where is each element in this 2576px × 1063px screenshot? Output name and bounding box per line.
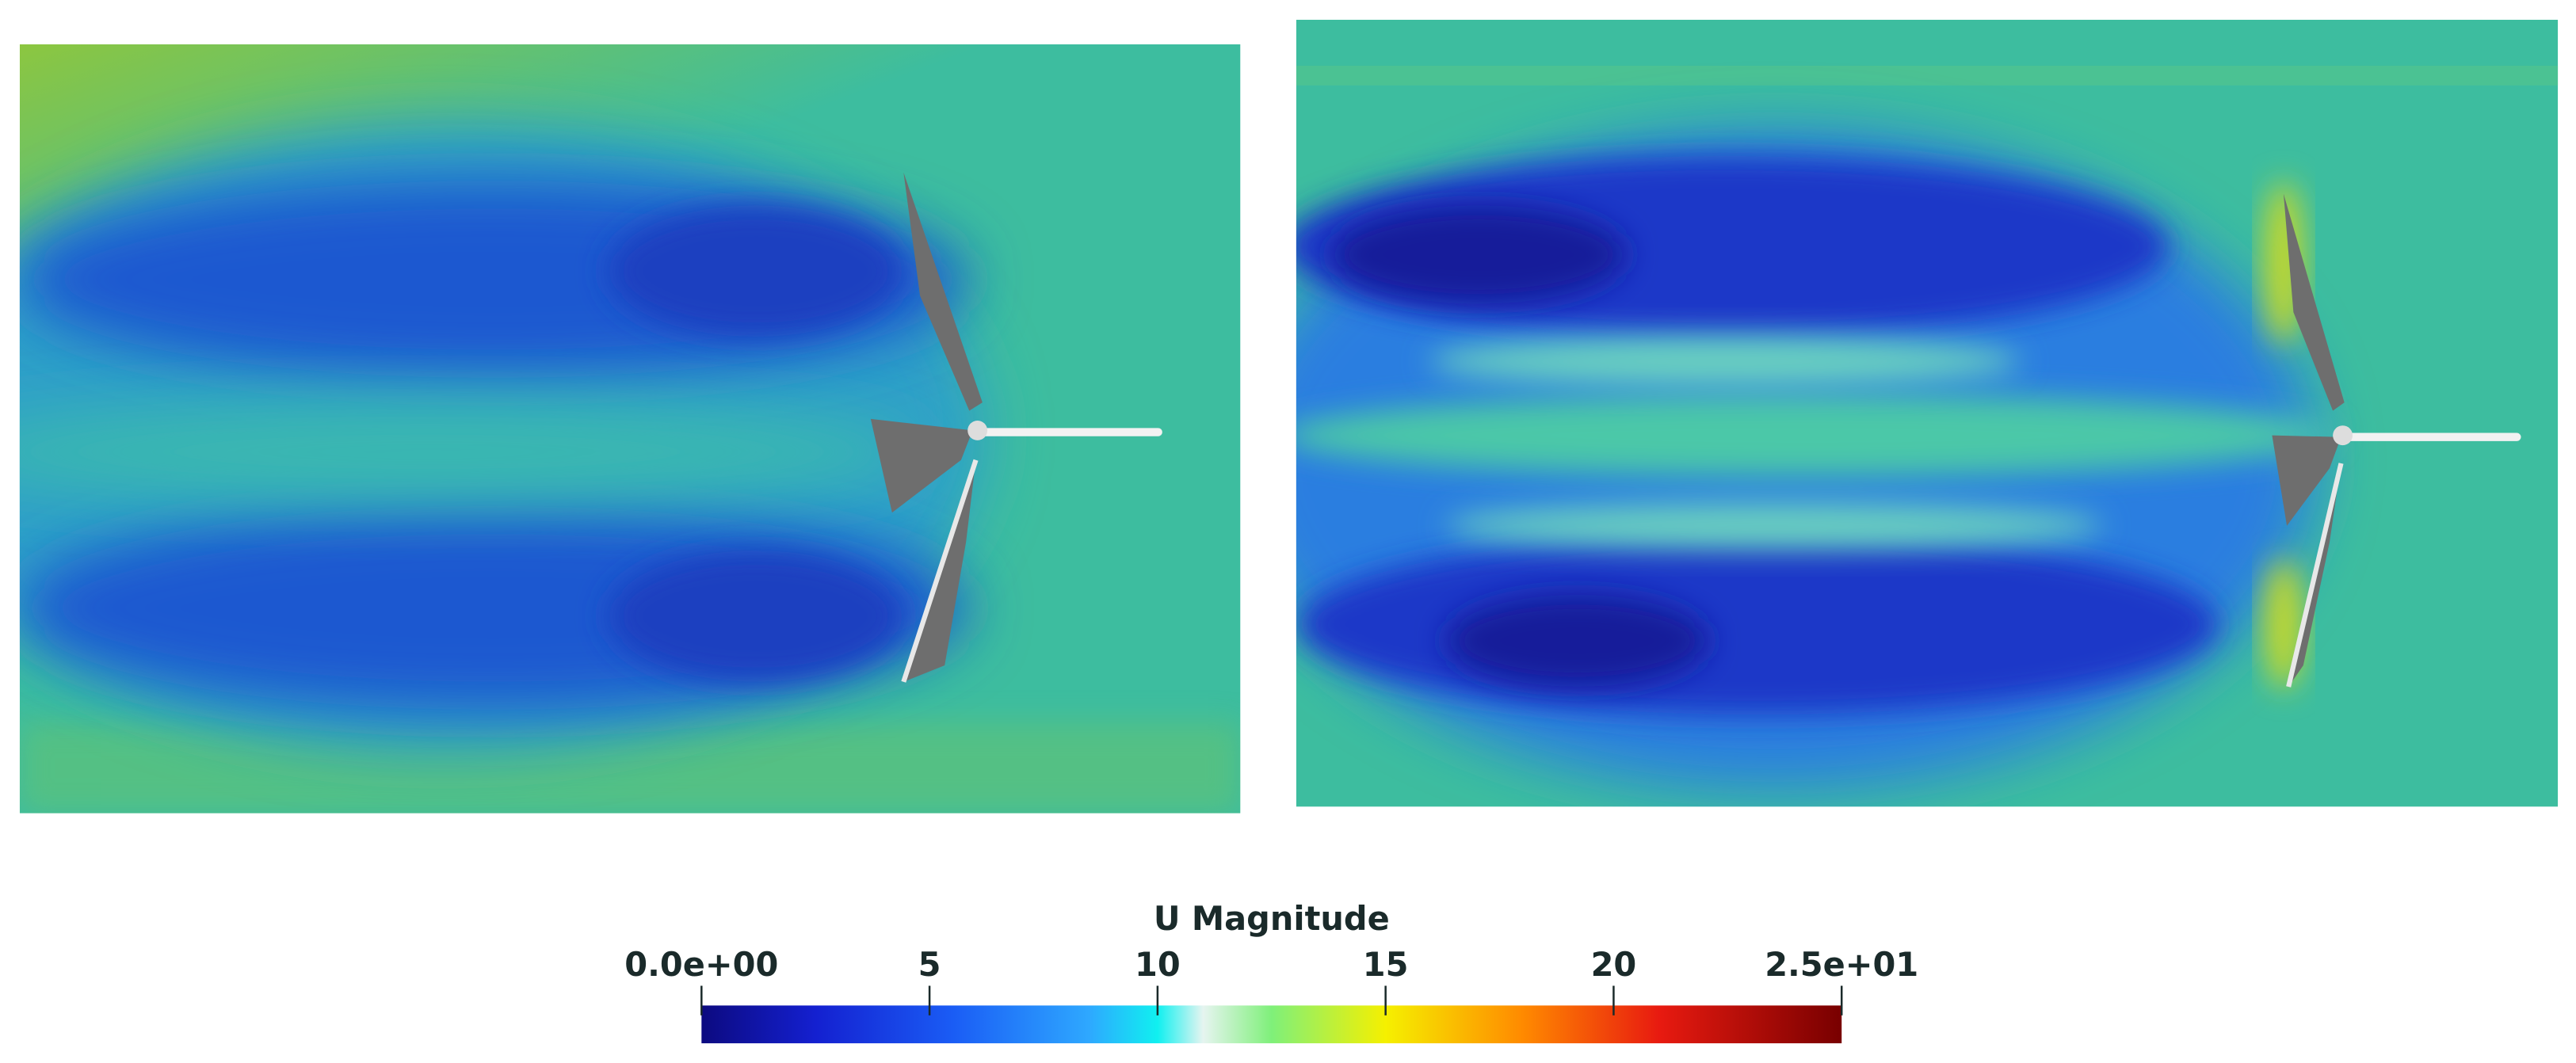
colorbar-tick-label: 5 [918,946,941,984]
right-turbine [2272,193,2521,688]
colorbar-title: U Magnitude [1154,900,1390,938]
colorbar-tick-label: 15 [1363,946,1409,984]
colorbar-gradient [701,1005,1842,1044]
colorbar: U Magnitude 0.0e+00 5 10 15 20 2.5e+01 [624,900,1918,1044]
right-field [1296,19,2559,807]
colorbar-tick-label: 0.0e+00 [624,946,778,984]
left-turbine [870,172,1162,683]
colorbar-tick-label: 2.5e+01 [1765,946,1918,984]
colorbar-tick-label: 20 [1591,946,1637,984]
colorbar-tick-label: 10 [1135,946,1181,984]
left-field [19,44,1241,813]
